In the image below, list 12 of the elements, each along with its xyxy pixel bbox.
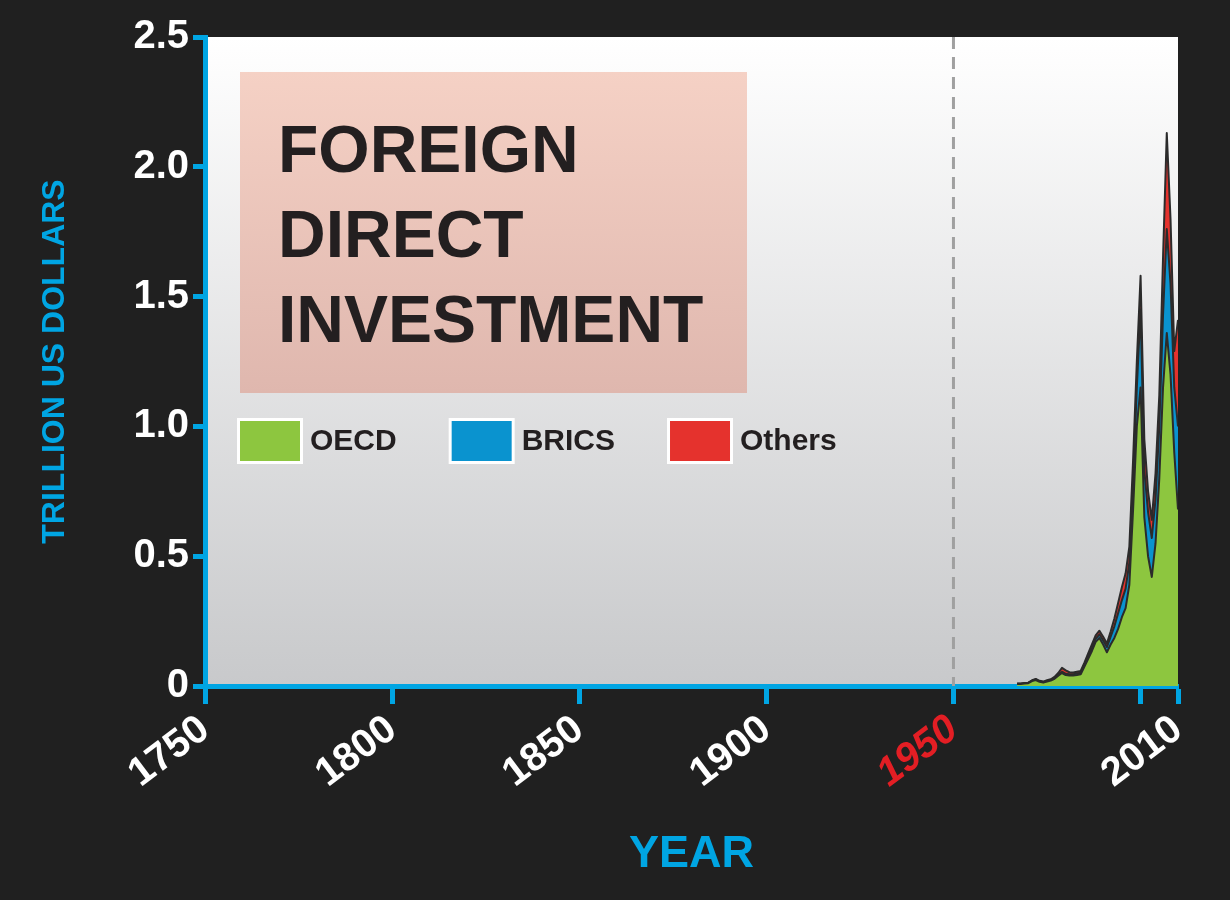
y-tick-label: 1.5 — [133, 271, 189, 316]
y-tick-label: 0 — [166, 661, 189, 706]
legend-label: BRICS — [521, 423, 616, 457]
y-tick-label: 1.0 — [133, 401, 189, 446]
y-tick-label: 0.5 — [133, 531, 189, 576]
y-tick-label: 2.5 — [133, 12, 189, 57]
x-axis-title: YEAR — [628, 826, 755, 878]
legend-label: OECD — [310, 423, 397, 457]
y-axis-title: TRILLION US DOLLARS — [35, 179, 72, 544]
legend-label: Others — [740, 423, 837, 457]
text: FOREIGN DIRECT INVESTMENT — [278, 111, 704, 356]
y-tick-label: 2.0 — [133, 141, 189, 186]
